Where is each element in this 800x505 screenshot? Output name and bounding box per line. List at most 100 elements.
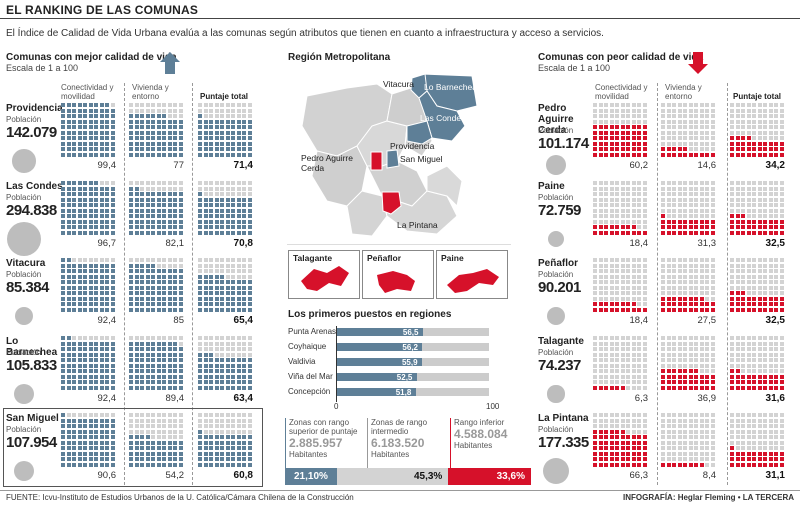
grid-cell: [214, 341, 219, 346]
grid-cell: [61, 374, 66, 379]
grid-cell: [156, 192, 161, 197]
grid-cell: [247, 103, 252, 108]
grid-cell: [593, 336, 598, 341]
grid-cell: [661, 336, 666, 341]
grid-cell: [231, 352, 236, 357]
grid-cell: [752, 181, 757, 186]
grid-cell: [757, 208, 762, 213]
grid-cell: [763, 451, 768, 456]
grid-cell: [236, 108, 241, 113]
grid-cell: [683, 263, 688, 268]
grid-cell: [598, 291, 603, 296]
grid-cell: [209, 208, 214, 213]
grid-cell: [598, 108, 603, 113]
grid-cell: [752, 274, 757, 279]
grid-cell: [615, 296, 620, 301]
best-row-value-2: 54,2: [165, 470, 185, 481]
grid-cell: [604, 263, 609, 268]
grid-cell: [620, 424, 625, 429]
grid-cell: [209, 274, 214, 279]
grid-cell: [173, 125, 178, 130]
worst-row-population: 177.335: [538, 434, 589, 451]
grid-cell: [735, 418, 740, 423]
grid-cell: [209, 347, 214, 352]
grid-cell: [615, 429, 620, 434]
grid-cell: [214, 418, 219, 423]
grid-cell: [774, 230, 779, 235]
grid-cell: [209, 125, 214, 130]
grid-cell: [626, 336, 631, 341]
grid-cell: [677, 181, 682, 186]
grid-cell: [214, 302, 219, 307]
worst-row-poblacion-label: Población: [538, 425, 574, 434]
grid-cell: [236, 203, 241, 208]
grid-cell: [631, 307, 636, 312]
grid-cell: [746, 296, 751, 301]
grid-cell: [214, 225, 219, 230]
grid-cell: [637, 374, 642, 379]
grid-cell: [77, 225, 82, 230]
grid-cell: [688, 130, 693, 135]
grid-cell: [661, 103, 666, 108]
grid-cell: [741, 125, 746, 130]
grid-cell: [637, 285, 642, 290]
grid-cell: [705, 385, 710, 390]
grid-cell: [134, 125, 139, 130]
grid-cell: [134, 269, 139, 274]
grid-cell: [757, 385, 762, 390]
grid-cell: [88, 197, 93, 202]
grid-cell: [779, 380, 784, 385]
grid-cell: [730, 363, 735, 368]
grid-cell: [730, 462, 735, 467]
grid-cell: [225, 280, 230, 285]
grid-cell: [77, 291, 82, 296]
grid-cell: [66, 435, 71, 440]
grid-cell: [242, 103, 247, 108]
grid-cell: [178, 208, 183, 213]
grid-cell: [72, 435, 77, 440]
grid-cell: [774, 336, 779, 341]
grid-cell: [83, 258, 88, 263]
grid-cell: [225, 225, 230, 230]
grid-cell: [615, 285, 620, 290]
grid-cell: [705, 285, 710, 290]
grid-cell: [242, 363, 247, 368]
grid-cell: [94, 263, 99, 268]
grid-cell: [198, 285, 203, 290]
grid-cell: [768, 307, 773, 312]
grid-cell: [699, 462, 704, 467]
grid-cell: [768, 258, 773, 263]
grid-cell: [66, 152, 71, 157]
grid-cell: [661, 186, 666, 191]
grid-cell: [173, 341, 178, 346]
grid-cell: [752, 219, 757, 224]
grid-cell: [77, 413, 82, 418]
grid-cell: [763, 263, 768, 268]
grid-cell: [77, 280, 82, 285]
grid-cell: [710, 119, 715, 124]
grid-cell: [746, 440, 751, 445]
grid-cell: [61, 413, 66, 418]
grid-cell: [129, 429, 134, 434]
grid-cell: [699, 285, 704, 290]
grid-cell: [672, 429, 677, 434]
grid-cell: [626, 363, 631, 368]
grid-cell: [203, 352, 208, 357]
grid-cell: [757, 147, 762, 152]
grid-cell: [779, 114, 784, 119]
grid-cell: [631, 336, 636, 341]
grid-cell: [730, 108, 735, 113]
grid-cell: [99, 451, 104, 456]
grid-cell: [677, 147, 682, 152]
grid-cell: [242, 307, 247, 312]
grid-cell: [699, 219, 704, 224]
grid-cell: [741, 263, 746, 268]
grid-cell: [173, 136, 178, 141]
grid-cell: [105, 208, 110, 213]
grid-cell: [642, 274, 647, 279]
grid-cell: [129, 125, 134, 130]
grid-cell: [145, 347, 150, 352]
grid-cell: [672, 192, 677, 197]
grid-cell: [220, 203, 225, 208]
grid-cell: [615, 369, 620, 374]
